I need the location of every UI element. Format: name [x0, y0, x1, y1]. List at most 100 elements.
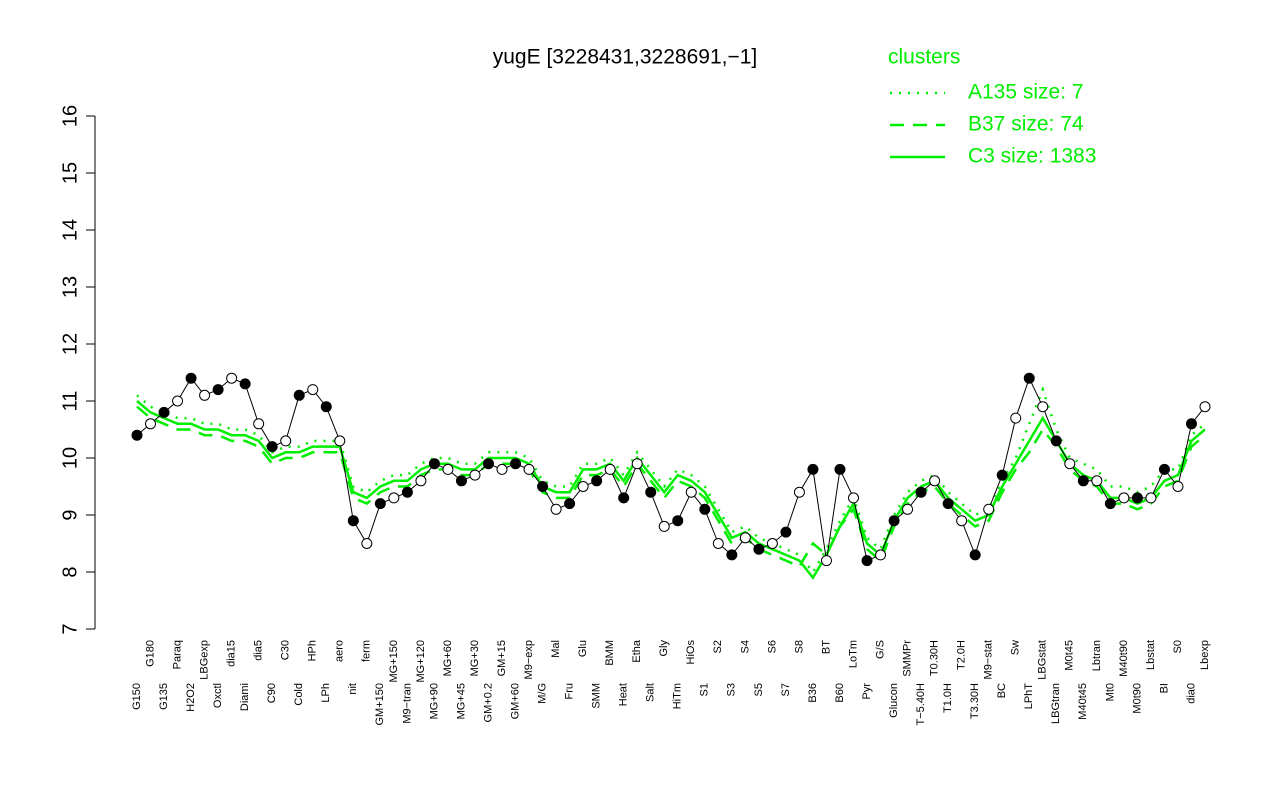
data-point: [158, 406, 170, 418]
x-tick-label: GM+0.2: [482, 683, 494, 722]
data-point: [726, 549, 738, 561]
data-point: [361, 538, 373, 549]
data-point: [131, 429, 143, 441]
data-point: [266, 441, 278, 453]
x-tick-label: dia15: [226, 640, 238, 667]
cluster-line: [136, 385, 1206, 575]
data-point: [631, 458, 643, 470]
x-tick-label: M9−stat: [983, 640, 995, 679]
data-point: [834, 463, 846, 475]
x-tick-label: T1.0H: [942, 683, 954, 713]
x-tick-label: S1: [699, 683, 711, 696]
data-point: [969, 549, 981, 561]
data-point: [199, 389, 211, 401]
data-point: [253, 418, 265, 430]
legend-label: C3 size: 1383: [968, 145, 1096, 168]
data-point: [780, 526, 792, 538]
x-tick-label: LBGstat: [1037, 640, 1049, 680]
data-point: [658, 520, 670, 532]
data-point: [739, 532, 751, 544]
x-tick-label: M40t90: [1118, 640, 1130, 677]
x-tick-label: G180: [144, 640, 156, 667]
data-point: [239, 378, 251, 390]
data-point: [861, 555, 873, 567]
x-tick-label: MG+60: [442, 640, 454, 676]
data-point: [145, 418, 157, 430]
y-tick-label: 12: [59, 333, 81, 355]
x-tick-label: BI: [1158, 683, 1170, 693]
x-tick-label: Pyr: [861, 683, 873, 700]
y-tick-label: 8: [59, 566, 81, 577]
legend-title: clusters: [888, 46, 960, 69]
x-tick-label: H2O2: [185, 683, 197, 712]
data-point: [848, 492, 860, 504]
y-tick-label: 9: [59, 509, 81, 520]
cluster-line: [136, 405, 1206, 568]
data-point: [875, 549, 887, 561]
x-tick-label: Sw: [1010, 640, 1022, 655]
x-tick-label: S5: [753, 683, 765, 696]
x-tick-label: SMM: [591, 683, 603, 709]
data-point: [672, 515, 684, 527]
data-point: [442, 463, 454, 475]
x-tick-label: T−5.40H: [915, 683, 927, 726]
x-tick-label: S3: [726, 683, 738, 696]
x-tick-label: S4: [739, 640, 751, 653]
data-point: [1199, 401, 1211, 413]
x-tick-label: Mt0: [1104, 683, 1116, 701]
x-tick-label: S6: [766, 640, 778, 653]
data-point: [1104, 498, 1116, 510]
data-point: [469, 469, 481, 481]
y-tick-label: 11: [59, 391, 81, 412]
data-point: [185, 372, 197, 384]
data-point: [1091, 475, 1103, 487]
data-point: [523, 463, 535, 475]
x-tick-label: MG+90: [428, 683, 440, 719]
y-tick-label: 7: [59, 623, 81, 634]
data-point: [929, 475, 941, 487]
data-point: [320, 401, 332, 413]
x-tick-label: M0t90: [1131, 683, 1143, 714]
x-tick-label: S2: [712, 640, 724, 653]
x-tick-label: LBGexp: [199, 640, 211, 680]
data-point: [415, 475, 427, 487]
data-point: [956, 515, 968, 527]
x-tick-label: G135: [158, 683, 170, 710]
x-tick-label: Glu: [577, 640, 589, 657]
data-point: [212, 384, 224, 396]
data-point: [293, 389, 305, 401]
x-tick-label: BC: [996, 683, 1008, 698]
x-tick-label: M0t45: [1064, 640, 1076, 671]
data-point: [1185, 418, 1197, 430]
data-point: [996, 469, 1008, 481]
data-point: [766, 538, 778, 549]
data-point: [915, 486, 927, 498]
data-point: [1145, 492, 1157, 504]
x-tick-label: M9−exp: [523, 640, 535, 679]
data-point: [1023, 372, 1035, 384]
x-tick-label: M9−tran: [401, 683, 413, 724]
data-point: [807, 463, 819, 475]
x-tick-label: BT: [820, 640, 832, 654]
x-tick-label: LBGtran: [1050, 683, 1062, 724]
data-point: [280, 435, 292, 447]
data-point: [699, 503, 711, 515]
x-tick-label: Oxctl: [212, 683, 224, 708]
legend-label: B37 size: 74: [968, 113, 1084, 136]
data-point: [1077, 475, 1089, 487]
data-point: [983, 503, 995, 515]
x-tick-label: Heat: [618, 683, 630, 706]
y-tick-label: 14: [59, 219, 81, 241]
x-tick-label: LoTm: [847, 640, 859, 668]
data-point: [172, 395, 184, 407]
x-tick-label: B36: [807, 683, 819, 703]
data-point: [753, 543, 765, 555]
x-tick-label: T0.30H: [929, 640, 941, 676]
data-point: [307, 384, 319, 396]
x-tick-label: M/G: [536, 683, 548, 704]
data-point: [347, 515, 359, 527]
chart-title: yugE [3228431,3228691,−1]: [493, 46, 758, 69]
data-point: [902, 503, 914, 515]
data-point: [577, 481, 589, 492]
